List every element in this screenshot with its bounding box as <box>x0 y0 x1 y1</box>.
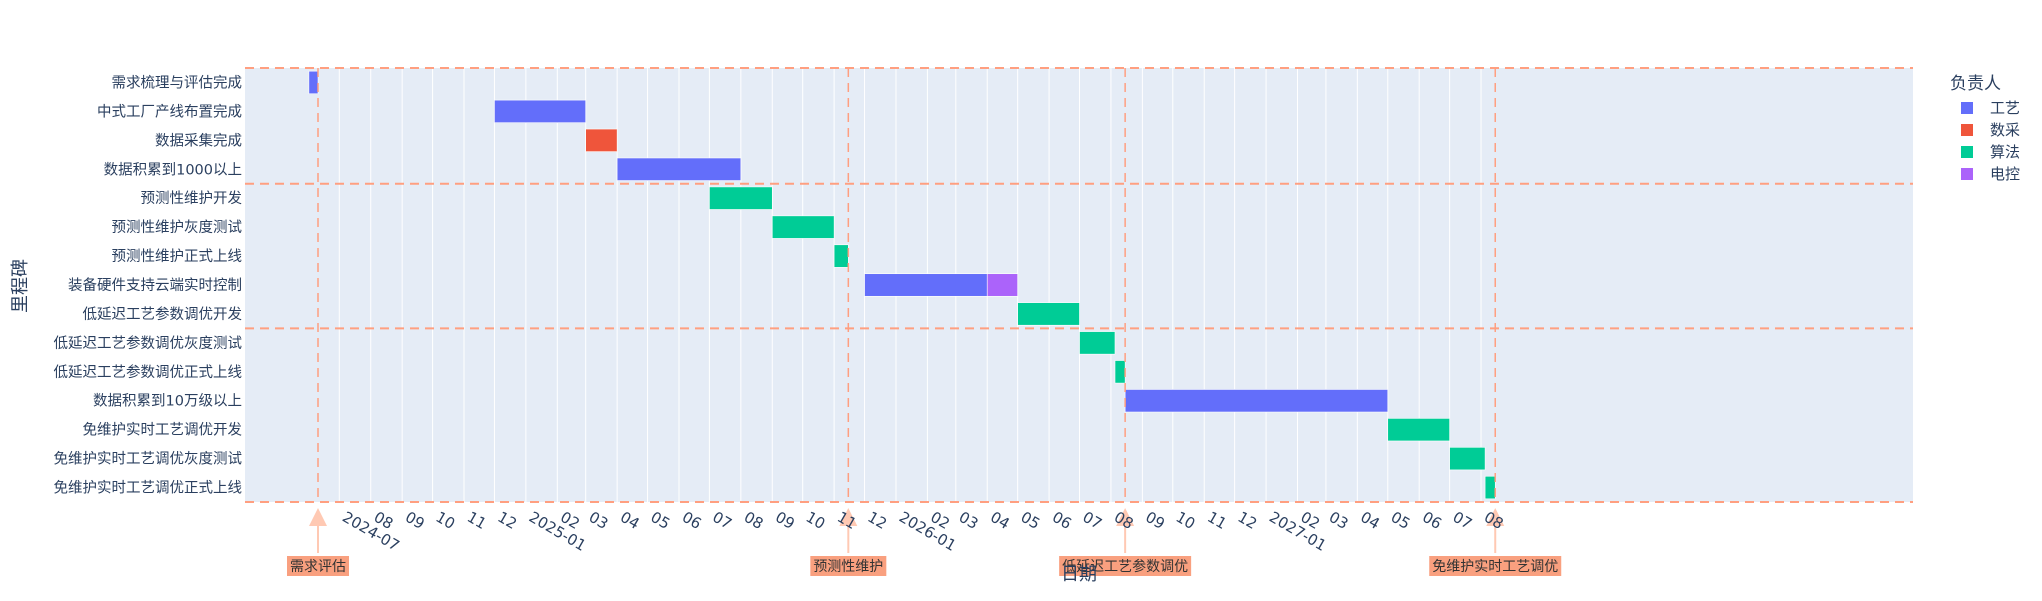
x-tick-label: 10 <box>1173 508 1199 533</box>
task-bars <box>308 70 1496 500</box>
y-tick-label: 数据积累到10万级以上 <box>93 393 242 410</box>
y-tick-label: 免维护实时工艺调优灰度测试 <box>54 451 243 468</box>
legend-swatch <box>1961 124 1973 136</box>
x-tick-label: 11 <box>464 508 490 533</box>
x-tick-label: 04 <box>617 508 643 533</box>
milestone-arrow-head <box>839 508 858 526</box>
x-tick-label: 09 <box>402 508 428 533</box>
x-tick-label: 10 <box>803 508 829 533</box>
y-axis-title: 里程碑 <box>10 259 31 313</box>
y-tick-label: 免维护实时工艺调优正式上线 <box>54 480 243 497</box>
x-tick-label: 08 <box>1111 508 1137 533</box>
y-tick-label: 低延迟工艺参数调优灰度测试 <box>54 335 243 352</box>
task-bar <box>308 70 319 95</box>
task-bar <box>833 244 849 268</box>
task-bar <box>585 128 618 152</box>
milestone-label: 低延迟工艺参数调优 <box>1062 558 1188 575</box>
x-tick-label: 10 <box>433 508 459 533</box>
phase-dividers <box>245 67 1913 503</box>
x-tick-label: 11 <box>1204 508 1230 533</box>
legend-entry-label: 电控 <box>1990 165 2020 183</box>
milestone-arrow-head <box>1116 508 1135 526</box>
milestone-label: 预测性维护 <box>813 559 883 575</box>
x-tick-label: 09 <box>1142 508 1168 533</box>
y-tick-label: 数据积累到1000以上 <box>104 161 242 178</box>
x-tick-label: 05 <box>1018 508 1044 533</box>
legend-entry-label: 数采 <box>1990 121 2020 139</box>
x-tick-label: 03 <box>586 508 612 533</box>
legend-title: 负责人 <box>1950 74 2001 94</box>
task-bar <box>1387 418 1450 442</box>
y-tick-label: 预测性维护开发 <box>141 190 243 207</box>
x-tick-label: 07 <box>1450 508 1476 533</box>
task-bar <box>1017 302 1080 326</box>
y-tick-label: 低延迟工艺参数调优开发 <box>83 306 243 323</box>
task-bar <box>771 215 835 239</box>
x-tick-label: 03 <box>1326 508 1352 533</box>
x-tick-label: 06 <box>1049 508 1075 533</box>
milestone-label-box <box>1059 556 1192 576</box>
x-tick-label: 05 <box>648 508 674 533</box>
y-tick-label: 预测性维护正式上线 <box>112 248 243 265</box>
plot-area-background <box>245 68 1913 502</box>
milestone-label: 免维护实时工艺调优 <box>1432 559 1558 575</box>
task-bar <box>1484 475 1496 500</box>
milestone-arrow-head <box>1486 508 1505 526</box>
task-bar <box>616 157 742 181</box>
task-bar <box>1114 360 1126 384</box>
legend-entry-label: 算法 <box>1990 143 2020 161</box>
legend-swatch <box>1961 146 1973 158</box>
y-tick-label: 数据采集完成 <box>155 132 242 149</box>
task-bar <box>1449 447 1486 471</box>
y-tick-label: 免维护实时工艺调优开发 <box>83 422 243 439</box>
x-tick-label: 09 <box>772 508 798 533</box>
x-tick-label: 05 <box>1388 508 1414 533</box>
y-tick-label: 装备硬件支持云端实时控制 <box>68 277 242 294</box>
legend-swatch <box>1961 102 1973 114</box>
milestone-label: 需求评估 <box>290 559 346 575</box>
x-tick-label: 11 <box>834 508 860 533</box>
task-bar <box>494 99 586 123</box>
x-tick-label: 04 <box>1357 508 1383 533</box>
task-bar <box>986 273 1018 297</box>
x-tick-label: 12 <box>865 508 891 533</box>
x-tick-label: 06 <box>1419 508 1445 533</box>
milestone-label-box <box>810 556 887 576</box>
milestones: 需求评估 预测性维护 低延迟工艺参数调优 免维护实时工艺调优 <box>287 68 1562 576</box>
y-tick-label: 中式工厂产线布置完成 <box>97 103 242 120</box>
milestone-label-box <box>287 556 350 576</box>
y-tick-labels: 需求梳理与评估完成中式工厂产线布置完成数据采集完成数据积累到1000以上预测性维… <box>54 74 243 496</box>
x-tick-label: 04 <box>987 508 1013 533</box>
task-bar <box>864 273 988 297</box>
x-tick-label: 08 <box>741 508 767 533</box>
milestone-label-box <box>1429 556 1562 576</box>
y-tick-label: 低延迟工艺参数调优正式上线 <box>54 364 243 381</box>
x-tick-label: 07 <box>1080 508 1106 533</box>
x-tick-label: 08 <box>1481 508 1507 533</box>
legend-swatch <box>1961 168 1973 180</box>
x-tick-label: 06 <box>679 508 705 533</box>
task-bar <box>1079 331 1116 355</box>
task-bar <box>1124 389 1389 413</box>
legend-entry-label: 工艺 <box>1990 99 2020 117</box>
x-tick-label: 12 <box>494 508 520 533</box>
y-tick-label: 需求梳理与评估完成 <box>112 74 243 91</box>
x-tick-label: 12 <box>1235 508 1261 533</box>
x-axis-title: 日期 <box>1061 564 1097 585</box>
milestone-arrow-head <box>309 508 328 526</box>
task-bar <box>709 186 773 210</box>
y-tick-label: 预测性维护灰度测试 <box>112 219 243 236</box>
x-tick-label: 03 <box>956 508 982 533</box>
x-tick-label: 07 <box>709 508 735 533</box>
